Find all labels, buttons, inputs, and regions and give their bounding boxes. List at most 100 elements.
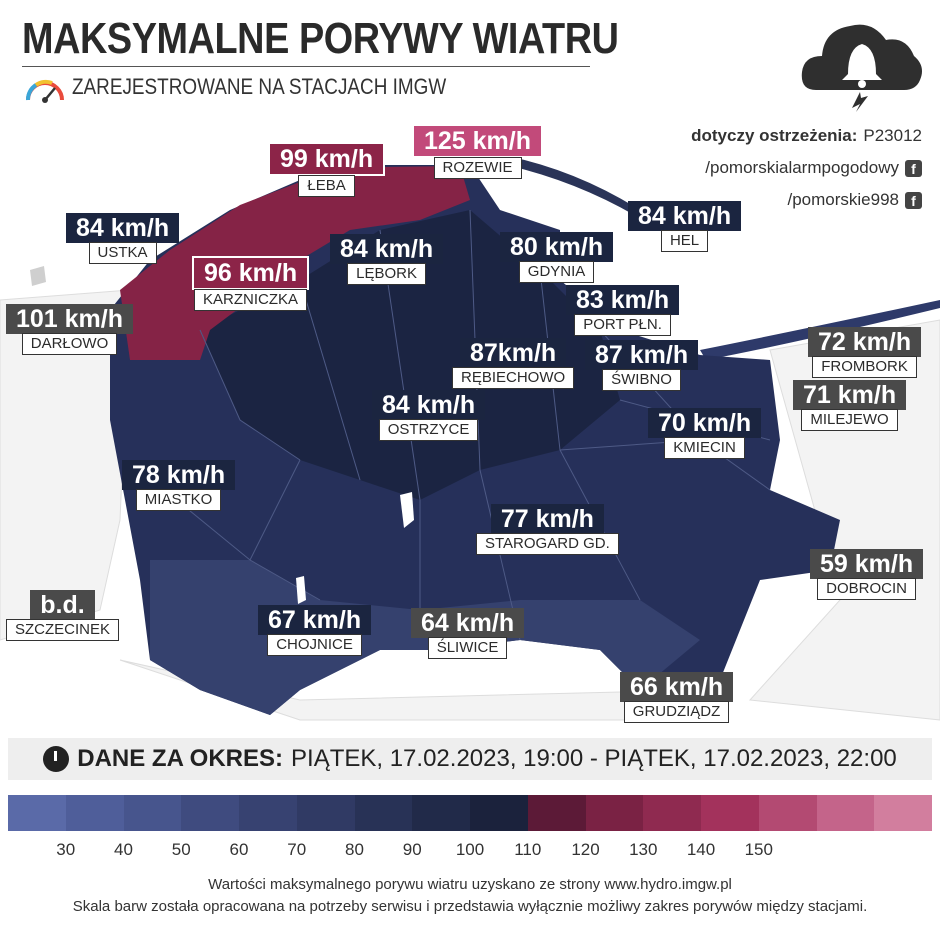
scale-tick-label: 130 (629, 840, 658, 859)
station-name: DARŁOWO (21, 333, 118, 355)
station-gust-value: 67 km/h (258, 605, 372, 635)
station-label: 67 km/h CHOJNICE (258, 605, 372, 656)
station-gust-value: 66 km/h (620, 672, 734, 702)
station-name: ROZEWIE (433, 157, 522, 179)
scale-swatch (65, 795, 124, 831)
station-label: 84 km/h LĘBORK (330, 234, 444, 285)
station-gust-value: 77 km/h (490, 504, 604, 534)
station-gust-value: 64 km/h (411, 608, 525, 638)
station-gust-value: 84 km/h (330, 234, 444, 264)
station-name: RĘBIECHOWO (452, 367, 575, 389)
station-name: STAROGARD GD. (476, 533, 619, 555)
station-label: 71 km/h MILEJEWO (793, 380, 907, 431)
station-label: 66 km/h GRUDZIĄDZ (620, 672, 734, 723)
data-period-bar: DANE ZA OKRES: PIĄTEK, 17.02.2023, 19:00… (8, 738, 932, 780)
scale-swatch (816, 795, 875, 831)
warning-code-row: dotyczy ostrzeżenia: P23012 (691, 120, 922, 152)
station-label: 70 km/h KMIECIN (648, 408, 762, 459)
station-name: GRUDZIĄDZ (623, 701, 730, 723)
station-name: MIASTKO (135, 489, 222, 511)
scale-ticks: 30 40 50 60 70 80 90 100 110 120 130 140 150 (8, 840, 932, 862)
station-name: ŁEBA (298, 175, 355, 197)
scale-tick-label: 150 (744, 840, 773, 859)
station-name: KARZNICZKA (194, 289, 308, 311)
station-label: 125 km/h ROZEWIE (412, 124, 544, 179)
lake (30, 266, 46, 286)
scale-swatch (874, 795, 932, 831)
scale-swatch (758, 795, 817, 831)
station-name: KMIECIN (664, 437, 745, 459)
station-gust-value: 84 km/h (66, 213, 180, 243)
station-label: 83 km/h PORT PŁN. (566, 285, 680, 336)
station-gust-value: 71 km/h (793, 380, 907, 410)
scale-tick-label: 30 (56, 840, 76, 859)
facebook-icon: f (905, 191, 922, 209)
station-label: 64 km/h ŚLIWICE (411, 608, 525, 659)
station-gust-value: 99 km/h (268, 142, 386, 176)
scale-swatch (181, 795, 239, 831)
warning-label: dotyczy ostrzeżenia: (691, 126, 858, 145)
station-name: HEL (660, 230, 709, 252)
station-name: ŚWIBNO (602, 369, 681, 391)
scale-tick-label: 90 (402, 840, 422, 859)
scale-tick-label: 40 (114, 840, 133, 859)
scale-tick-label: 70 (287, 840, 307, 859)
station-name: LĘBORK (347, 263, 426, 285)
title-divider (22, 66, 590, 67)
station-gust-value: 87 km/h (585, 340, 699, 370)
station-name: GDYNIA (518, 261, 595, 283)
station-label: 84 km/h USTKA (66, 213, 180, 264)
station-gust-value: 101 km/h (6, 304, 134, 334)
cloud-bell-lightning-icon (801, 24, 922, 112)
station-label: 80 km/h GDYNIA (500, 232, 614, 283)
station-name: OSTRZYCE (378, 419, 479, 441)
station-name: USTKA (88, 242, 157, 264)
warning-info: dotyczy ostrzeżenia: P23012 /pomorskiala… (691, 120, 922, 216)
station-gust-value: 84 km/h (628, 201, 742, 231)
station-gust-value: 83 km/h (566, 285, 680, 315)
lake (296, 576, 306, 604)
scale-swatch (643, 795, 701, 831)
station-label: 101 km/h DARŁOWO (6, 304, 134, 355)
scale-tick-label: 50 (171, 840, 191, 859)
station-gust-value: 59 km/h (810, 549, 924, 579)
scale-swatch (412, 795, 470, 831)
scale-tick-label: 140 (686, 840, 716, 859)
scale-tick-label: 120 (571, 840, 600, 859)
station-name: ŚLIWICE (427, 637, 508, 659)
neighbour-area (0, 289, 131, 641)
facebook-icon: f (905, 159, 922, 177)
scale-swatch (296, 795, 355, 831)
social-link-alarm[interactable]: /pomorskialarmpogodowy f (691, 152, 922, 184)
station-name: PORT PŁN. (574, 314, 671, 336)
scale-tick-label: 100 (455, 840, 485, 859)
scale-swatch (527, 795, 586, 831)
scale-tick-label: 60 (229, 840, 249, 859)
scale-swatch (701, 795, 759, 831)
station-label: 99 km/h ŁEBA (268, 142, 386, 197)
station-label: b.d. SZCZECINEK (6, 590, 120, 641)
social-handle: /pomorskialarmpogodowy (705, 158, 899, 177)
footer-source-note: Wartości maksymalnego porywu wiatru uzys… (208, 876, 732, 893)
station-gust-value: 72 km/h (808, 327, 922, 357)
station-label: 87 km/h ŚWIBNO (585, 340, 699, 391)
social-link-998[interactable]: /pomorskie998 f (691, 184, 922, 216)
station-gust-value: 96 km/h (192, 256, 310, 290)
station-gust-value: b.d. (30, 590, 95, 620)
scale-tick-label: 110 (514, 840, 542, 859)
station-name: CHOJNICE (267, 634, 362, 656)
clock-calendar-icon (43, 746, 70, 772)
scale-swatch (123, 795, 182, 831)
station-label: 77 km/h STAROGARD GD. (476, 504, 619, 555)
station-label: 78 km/h MIASTKO (122, 460, 236, 511)
station-name: MILEJEWO (801, 409, 898, 431)
station-gust-value: 125 km/h (412, 124, 544, 158)
station-label: 96 km/h KARZNICZKA (192, 256, 310, 311)
station-name: FROMBORK (812, 356, 917, 378)
scale-swatch (354, 795, 413, 831)
station-name: DOBROCIN (817, 578, 916, 600)
social-handle: /pomorskie998 (787, 190, 899, 209)
speedometer-icon (26, 79, 64, 103)
station-gust-value: 78 km/h (122, 460, 236, 490)
scale-swatch (239, 795, 297, 831)
